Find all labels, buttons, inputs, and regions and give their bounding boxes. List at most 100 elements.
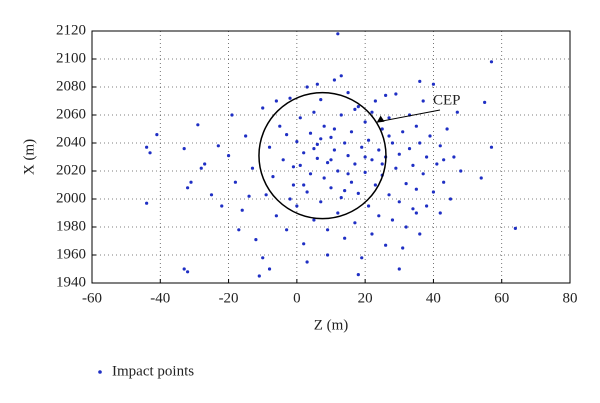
impact-point: [414, 187, 418, 191]
legend-label: Impact points: [112, 363, 194, 379]
impact-point: [390, 141, 395, 145]
impact-point: [308, 131, 313, 135]
impact-point: [370, 158, 374, 162]
impact-point: [298, 163, 302, 167]
impact-point: [182, 267, 186, 271]
impact-point: [438, 144, 442, 148]
impact-point: [411, 163, 415, 167]
impact-point: [373, 183, 377, 187]
impact-point: [349, 130, 354, 134]
impact-point: [329, 186, 333, 190]
impact-point: [145, 145, 149, 149]
impact-point: [445, 127, 449, 131]
impact-point: [346, 172, 350, 176]
impact-point: [305, 190, 309, 194]
impact-point: [291, 183, 296, 187]
y-tick-label: 2060: [56, 106, 86, 122]
y-tick-label: 1960: [56, 246, 86, 262]
impact-point: [322, 124, 326, 128]
impact-point: [356, 191, 360, 195]
impact-point: [209, 193, 214, 197]
y-tick-label: 2000: [56, 190, 86, 206]
impact-point: [240, 208, 244, 212]
impact-point: [247, 194, 251, 198]
impact-point: [343, 189, 347, 193]
impact-point: [394, 166, 398, 170]
impact-point: [414, 211, 418, 215]
impact-point: [145, 201, 149, 205]
impact-point: [220, 204, 224, 208]
impact-point: [380, 162, 384, 166]
impact-point: [336, 211, 340, 215]
y-tick-label: 2020: [56, 162, 86, 178]
impact-point: [431, 190, 436, 194]
impact-point: [452, 155, 456, 159]
impact-point: [360, 145, 364, 149]
impact-point: [356, 105, 360, 109]
impact-point: [295, 204, 299, 208]
impact-point: [332, 148, 337, 152]
impact-point: [285, 228, 289, 232]
impact-point: [267, 267, 272, 271]
impact-point: [353, 107, 357, 111]
impact-point: [356, 273, 360, 277]
impact-point: [302, 151, 306, 155]
impact-point: [421, 99, 425, 103]
impact-point: [397, 267, 401, 271]
impact-point: [325, 161, 330, 165]
impact-point: [199, 166, 203, 170]
impact-point: [363, 170, 367, 174]
y-tick-label: 2100: [56, 50, 86, 66]
impact-point: [339, 74, 343, 78]
impact-point: [411, 207, 415, 211]
impact-point: [401, 246, 405, 250]
impact-point: [319, 137, 323, 141]
x-tick-label: 80: [563, 290, 578, 306]
impact-point: [387, 116, 391, 120]
impact-point: [360, 256, 364, 260]
impact-point: [377, 214, 381, 218]
impact-point: [182, 147, 186, 151]
cep-arrowhead: [376, 115, 385, 123]
cep-circle: [258, 91, 387, 220]
impact-point: [336, 169, 340, 173]
impact-point: [421, 172, 425, 176]
plot-frame: [91, 30, 571, 284]
impact-point: [336, 32, 340, 36]
impact-point: [285, 133, 289, 137]
impact-point: [418, 232, 422, 236]
impact-point: [148, 151, 152, 155]
impact-point: [325, 253, 330, 257]
impact-point: [455, 110, 459, 114]
x-tick-label: -60: [82, 290, 102, 306]
impact-point: [250, 166, 255, 170]
legend: Impact points: [98, 363, 194, 379]
impact-point: [418, 141, 422, 145]
impact-point: [459, 169, 463, 173]
impact-point: [274, 99, 278, 103]
impact-point: [448, 197, 453, 201]
impact-point: [298, 116, 302, 120]
impact-point: [186, 270, 190, 274]
impact-point: [315, 156, 319, 160]
y-tick-label: 2080: [56, 78, 86, 94]
impact-point: [394, 92, 398, 96]
impact-point: [401, 130, 405, 134]
legend-marker: [98, 370, 102, 374]
impact-point: [425, 155, 429, 159]
x-axis-label: Z (m): [314, 317, 349, 333]
impact-point: [216, 144, 220, 148]
impact-point: [196, 123, 200, 127]
impact-point: [274, 214, 278, 218]
x-tick-label: 0: [293, 290, 301, 306]
impact-point: [288, 96, 292, 100]
x-tick-label: 20: [358, 290, 373, 306]
x-tick-label: 60: [494, 290, 509, 306]
y-tick-label: 1980: [56, 218, 86, 234]
impact-point: [189, 180, 193, 184]
impact-point: [267, 145, 272, 149]
impact-point: [425, 204, 429, 208]
impact-point: [431, 82, 436, 86]
y-tick-label: 2120: [56, 22, 86, 38]
impact-point: [319, 98, 323, 102]
